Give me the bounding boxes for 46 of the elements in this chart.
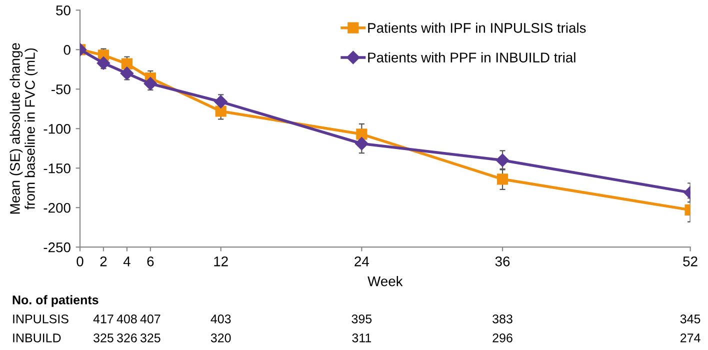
point bbox=[215, 106, 226, 117]
x-axis-title: Week bbox=[368, 276, 403, 286]
point bbox=[355, 137, 368, 150]
text: 325 bbox=[94, 334, 114, 342]
x-tick-label: 36 bbox=[495, 256, 510, 266]
text: 383 bbox=[492, 314, 512, 324]
point bbox=[120, 66, 134, 80]
text: 403 bbox=[210, 314, 231, 324]
text: 274 bbox=[680, 334, 700, 342]
y-tick-label: 50 bbox=[56, 5, 70, 16]
text: INBUILD bbox=[13, 334, 61, 342]
text: 326 bbox=[117, 334, 137, 342]
legend-label: Patients with PPF in INBUILD trial bbox=[368, 52, 576, 62]
text: INPULSIS bbox=[13, 314, 68, 324]
y-tick-label: -200 bbox=[44, 202, 70, 213]
point bbox=[496, 154, 510, 167]
x-tick-label: 6 bbox=[147, 256, 154, 266]
point bbox=[96, 56, 110, 70]
text: No. of patients bbox=[12, 295, 98, 307]
x-tick-label: 0 bbox=[76, 256, 84, 266]
y-tick-label: -100 bbox=[44, 124, 70, 134]
text: 395 bbox=[352, 314, 372, 324]
text: 320 bbox=[210, 334, 231, 342]
legend-label: Patients with IPF in INPULSIS trials bbox=[368, 22, 586, 33]
x-tick-label: 52 bbox=[683, 256, 698, 266]
point bbox=[356, 128, 368, 140]
x-tick-label: 4 bbox=[123, 256, 130, 266]
x-tick-label: 24 bbox=[354, 256, 369, 266]
y-tick-label: 0 bbox=[64, 44, 70, 55]
x-tick-label: 12 bbox=[214, 256, 228, 266]
text: 408 bbox=[116, 314, 137, 324]
x-tick-label: 2 bbox=[100, 256, 107, 266]
point bbox=[121, 58, 133, 70]
y-tick-label: -250 bbox=[44, 242, 70, 252]
point bbox=[496, 174, 508, 185]
text: 311 bbox=[352, 334, 372, 342]
text: 345 bbox=[680, 314, 700, 324]
text: 407 bbox=[140, 314, 160, 324]
text: 296 bbox=[492, 334, 512, 342]
y-tick-label: -50 bbox=[52, 84, 70, 94]
point bbox=[214, 95, 228, 108]
point bbox=[144, 77, 158, 90]
text: 417 bbox=[93, 314, 114, 324]
y-tick-label: -150 bbox=[44, 163, 70, 174]
text: 325 bbox=[140, 334, 160, 342]
y-axis-title: Mean (SE) absolute change from baseline in FVC (mL) bbox=[10, 43, 38, 214]
